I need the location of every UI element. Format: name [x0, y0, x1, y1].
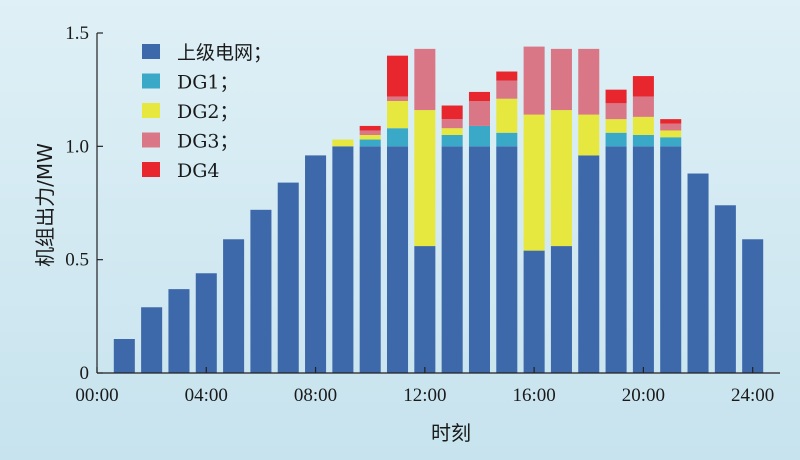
bar-segment-s2-h9 — [332, 139, 354, 147]
legend-swatch — [142, 44, 160, 59]
bar-segment-s3-h20 — [632, 96, 654, 117]
bar-segment-s3-h16 — [523, 46, 545, 115]
bar-segment-s1-h10 — [359, 139, 381, 147]
legend-label: DG3； — [177, 131, 239, 153]
bar-segment-s3-h15 — [496, 80, 518, 99]
bar-segment-s0-h22 — [687, 173, 709, 373]
bar-segment-s0-h20 — [632, 146, 654, 373]
bar-segment-s1-h15 — [496, 132, 518, 147]
bar-segment-s0-h16 — [523, 250, 545, 373]
legend-label: 上级电网； — [177, 42, 272, 64]
bar-segment-s3-h19 — [605, 103, 627, 120]
bar-segment-s4-h15 — [496, 71, 518, 81]
bar-segment-s2-h13 — [441, 128, 463, 135]
bar-segment-s1-h19 — [605, 132, 627, 147]
bar-segment-s1-h20 — [632, 135, 654, 147]
bar-segment-s4-h14 — [468, 91, 490, 101]
bar-segment-s3-h14 — [468, 101, 490, 126]
bar-segment-s3-h10 — [359, 130, 381, 135]
bar-segment-s0-h24 — [742, 239, 764, 373]
legend-swatch — [142, 162, 160, 177]
bar-segment-s0-h9 — [332, 146, 354, 373]
y-tick-label: 1.0 — [65, 136, 89, 157]
bar-segment-s0-h1 — [113, 339, 135, 373]
bar-segment-s2-h10 — [359, 135, 381, 140]
bars-layer — [113, 46, 764, 373]
bar-segment-s1-h14 — [468, 125, 490, 147]
bar-segment-s0-h19 — [605, 146, 627, 373]
y-tick-label: 0 — [80, 363, 90, 384]
bar-segment-s3-h12 — [414, 48, 436, 111]
bar-segment-s0-h5 — [223, 239, 245, 373]
bar-segment-s4-h10 — [359, 125, 381, 131]
bar-segment-s2-h18 — [578, 114, 600, 156]
legend-item: 上级电网； — [142, 42, 272, 64]
bar-segment-s3-h13 — [441, 119, 463, 129]
bar-segment-s0-h8 — [305, 155, 327, 373]
x-tick-label: 00:00 — [75, 385, 118, 406]
bar-segment-s0-h21 — [660, 146, 682, 373]
bar-segment-s4-h13 — [441, 105, 463, 120]
bar-segment-s0-h10 — [359, 146, 381, 373]
y-tick-label: 1.5 — [65, 23, 89, 44]
bar-segment-s0-h7 — [277, 182, 299, 373]
bar-segment-s0-h4 — [195, 273, 217, 373]
bar-segment-s2-h15 — [496, 98, 518, 133]
legend-swatch — [142, 73, 160, 89]
bar-segment-s4-h11 — [387, 55, 409, 97]
bar-segment-s2-h17 — [550, 110, 572, 247]
bar-segment-s0-h17 — [550, 246, 572, 373]
y-axis-title: 机组出力/MW — [33, 143, 57, 267]
x-tick-label: 12:00 — [403, 385, 446, 406]
legend-label: DG4 — [177, 160, 220, 182]
x-axis-title: 时刻 — [431, 421, 471, 445]
bar-segment-s2-h12 — [414, 110, 436, 247]
bar-segment-s1-h13 — [441, 135, 463, 147]
bar-segment-s0-h23 — [714, 205, 736, 373]
bar-segment-s2-h16 — [523, 114, 545, 251]
legend-item: DG1； — [142, 72, 239, 94]
bar-segment-s0-h14 — [468, 146, 490, 373]
legend: 上级电网； DG1； DG2； DG3； DG4 — [142, 42, 272, 182]
bar-segment-s0-h2 — [141, 307, 163, 373]
bar-segment-s4-h20 — [632, 76, 654, 97]
legend-item: DG4 — [142, 160, 220, 182]
bar-segment-s0-h6 — [250, 209, 272, 373]
bar-segment-s3-h21 — [660, 123, 682, 131]
bar-segment-s0-h18 — [578, 155, 600, 373]
y-tick-label: 0.5 — [65, 250, 89, 271]
bar-segment-s4-h21 — [660, 119, 682, 124]
bar-segment-s3-h17 — [550, 48, 572, 111]
bar-segment-s1-h11 — [387, 128, 409, 147]
bar-segment-s2-h19 — [605, 119, 627, 133]
bar-segment-s0-h15 — [496, 146, 518, 373]
bar-segment-s0-h11 — [387, 146, 409, 373]
legend-swatch — [142, 132, 160, 148]
bar-segment-s3-h11 — [387, 96, 409, 101]
bar-segment-s2-h21 — [660, 130, 682, 138]
bar-segment-s3-h18 — [578, 48, 600, 115]
x-tick-label: 24:00 — [731, 385, 774, 406]
bar-segment-s4-h19 — [605, 89, 627, 104]
x-tick-label: 04:00 — [185, 385, 228, 406]
legend-label: DG1； — [177, 72, 239, 94]
x-tick-label: 08:00 — [294, 385, 337, 406]
bar-segment-s2-h11 — [387, 101, 409, 129]
bar-segment-s1-h21 — [660, 137, 682, 147]
bar-segment-s0-h12 — [414, 246, 436, 373]
legend-item: DG3； — [142, 131, 239, 153]
legend-swatch — [142, 103, 160, 118]
bar-segment-s0-h3 — [168, 289, 190, 373]
bar-segment-s0-h13 — [441, 146, 463, 373]
legend-item: DG2； — [142, 101, 239, 123]
x-tick-label: 20:00 — [622, 385, 665, 406]
bar-segment-s2-h20 — [632, 116, 654, 135]
x-tick-label: 16:00 — [512, 385, 555, 406]
axes-layer: 0 0.5 1.0 1.5 00:00 04:00 08:00 12:00 16:00 20:00… — [65, 23, 780, 406]
legend-label: DG2； — [177, 101, 239, 123]
